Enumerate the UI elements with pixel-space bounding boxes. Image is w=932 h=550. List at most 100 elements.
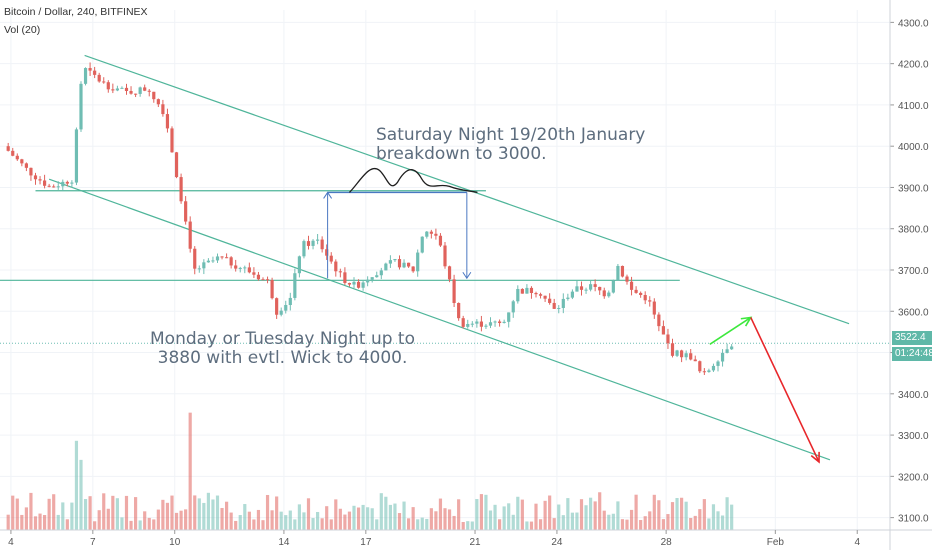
candle-body [566,297,570,299]
candle-body [124,87,129,92]
y-tick-label: 3600.0 [898,307,929,318]
volume-bar [284,515,288,530]
y-tick-label: 3800.0 [898,225,929,236]
candle-body [6,146,10,151]
grid [0,10,890,530]
candle-body [279,310,283,315]
y-tick-label: 4200.0 [898,60,929,71]
candle-body [548,298,552,303]
candle-body [265,279,270,281]
candle-body [680,350,684,358]
volume-bar [6,514,10,530]
candle-body [238,267,242,269]
candle-body [520,288,524,294]
volume-bar [529,521,534,530]
candle-body [170,128,174,153]
candle-body [88,68,92,71]
candle-body [438,235,443,246]
volume-bar [625,519,629,530]
candle-body [347,282,352,285]
volume-bar [338,508,342,530]
candle-body [698,361,702,372]
channel-lines [48,54,850,461]
volume-bar [466,521,470,530]
volume-bar [507,503,511,530]
volume-bar [306,498,311,530]
candle-body [111,89,115,91]
candle-body [620,265,625,277]
volume-bar [225,501,229,530]
volume-bar [311,518,315,530]
volume-bar [42,515,47,530]
candle-body [97,74,101,82]
candle-body [725,349,729,353]
candle-body [316,239,320,241]
volume-bar [716,511,720,530]
volume-bar [329,519,333,530]
projection-arrowhead [740,316,753,327]
candle-body [443,245,447,267]
price-axis[interactable]: 3100.03200.03300.03400.03500.03600.03700… [889,0,929,550]
candle-body [507,312,511,322]
volume-bar [698,509,702,530]
volume-bars [6,412,734,530]
candle-body [65,181,69,184]
volume-bar [693,515,697,530]
y-tick-label: 4000.0 [898,142,929,153]
candle-body [325,249,329,256]
candle-body [275,298,279,315]
candle-body [534,292,538,295]
volume-bar [589,497,593,530]
candle-body [384,263,388,271]
candle-body [152,91,156,100]
candle-body [302,241,306,257]
volume-bar [639,520,643,530]
candle-body [320,239,324,250]
volume-bar [607,514,611,530]
candle-body [211,260,215,262]
candle-body [557,307,561,309]
lower-annotation-line-2: 3880 with evtl. Wick to 4000. [157,348,408,368]
volume-bar [361,504,365,530]
y-tick-label: 3100.0 [898,514,929,525]
volume-bar [29,492,33,530]
candle-body [452,279,456,303]
volume-bar [493,504,497,530]
volume-bar [557,504,561,530]
volume-bar [447,509,452,530]
candle-body [420,236,424,253]
candle-body [375,275,379,278]
candle-body [498,321,502,323]
candle-body [470,323,474,325]
volume-indicator-label[interactable]: Vol (20) [4,24,41,36]
volume-bar [543,500,547,530]
volume-bar [70,502,74,530]
volume-bar [402,501,406,530]
volume-bar [407,518,411,530]
volume-bar [498,519,502,530]
volume-bar [106,508,110,530]
volume-bar [352,505,356,530]
volume-bar [420,517,424,530]
volume-bar [593,501,597,530]
candle-body [179,177,183,202]
projection-arrowhead [810,451,820,464]
volume-bar [347,511,352,530]
x-tick-label: 14 [278,537,290,548]
candle-body [589,284,593,290]
candle-body [147,90,151,92]
volume-bar [188,412,192,530]
volume-bar [320,518,324,530]
volume-bar [479,494,483,530]
volume-bar [97,510,101,530]
time-axis[interactable]: 4 7 10 14 17 21 24 28 Feb 4 [0,529,932,548]
candle-body [234,265,238,269]
volume-bar [416,519,420,530]
candle-body [570,291,574,298]
symbol-title[interactable]: Bitcoin / Dollar, 240, BITFINEX [4,6,148,18]
volume-bar [616,501,620,530]
volume-bar [74,440,79,530]
candle-body [493,321,497,323]
candle-body [15,155,19,160]
